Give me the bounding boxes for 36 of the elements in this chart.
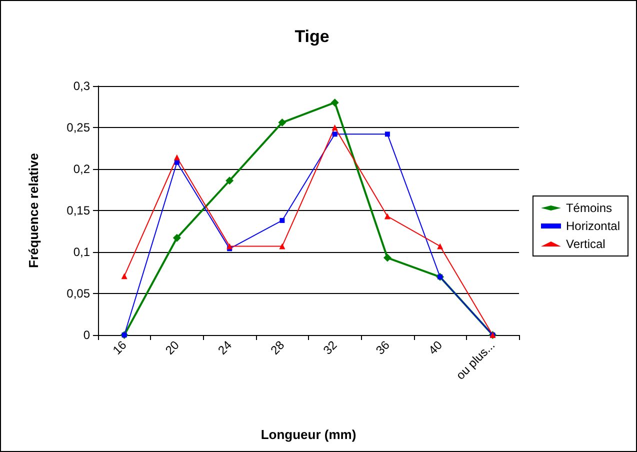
y-tick-label: 0 xyxy=(83,328,90,342)
point xyxy=(172,234,181,242)
point xyxy=(384,213,390,220)
y-axis-title: Fréquence relative xyxy=(26,153,41,268)
point xyxy=(121,273,128,280)
point xyxy=(384,132,390,137)
x-tick-label: 28 xyxy=(268,338,288,358)
chart-title: Tige xyxy=(294,27,330,46)
y-tick-label: 0,1 xyxy=(73,245,90,259)
legend-label: Témoins xyxy=(566,201,612,215)
point xyxy=(383,254,392,262)
point xyxy=(332,124,338,130)
x-tick-label: 20 xyxy=(162,338,182,358)
y-tick-label: 0,25 xyxy=(66,120,90,134)
point xyxy=(226,176,234,185)
x-tick-label: 16 xyxy=(110,338,130,358)
point xyxy=(437,243,444,250)
point xyxy=(332,132,338,137)
point xyxy=(280,218,285,223)
x-tick-label: 24 xyxy=(215,338,235,358)
legend-label: Vertical xyxy=(566,237,606,251)
legend-label: Horizontal xyxy=(566,219,620,233)
point xyxy=(174,160,180,165)
point xyxy=(278,118,286,127)
point xyxy=(330,98,339,107)
point xyxy=(279,243,286,250)
y-tick-label: 0,15 xyxy=(66,204,90,218)
y-tick-label: 0,3 xyxy=(73,79,90,93)
point xyxy=(226,243,233,250)
x-tick-label: 40 xyxy=(426,338,446,358)
y-tick-label: 0,2 xyxy=(73,162,90,176)
y-tick-label: 0,05 xyxy=(66,286,90,300)
x-axis-title: Longueur (mm) xyxy=(260,427,356,442)
x-tick-label: 32 xyxy=(320,338,340,358)
x-tick-label: 36 xyxy=(373,338,393,358)
point xyxy=(174,154,180,160)
